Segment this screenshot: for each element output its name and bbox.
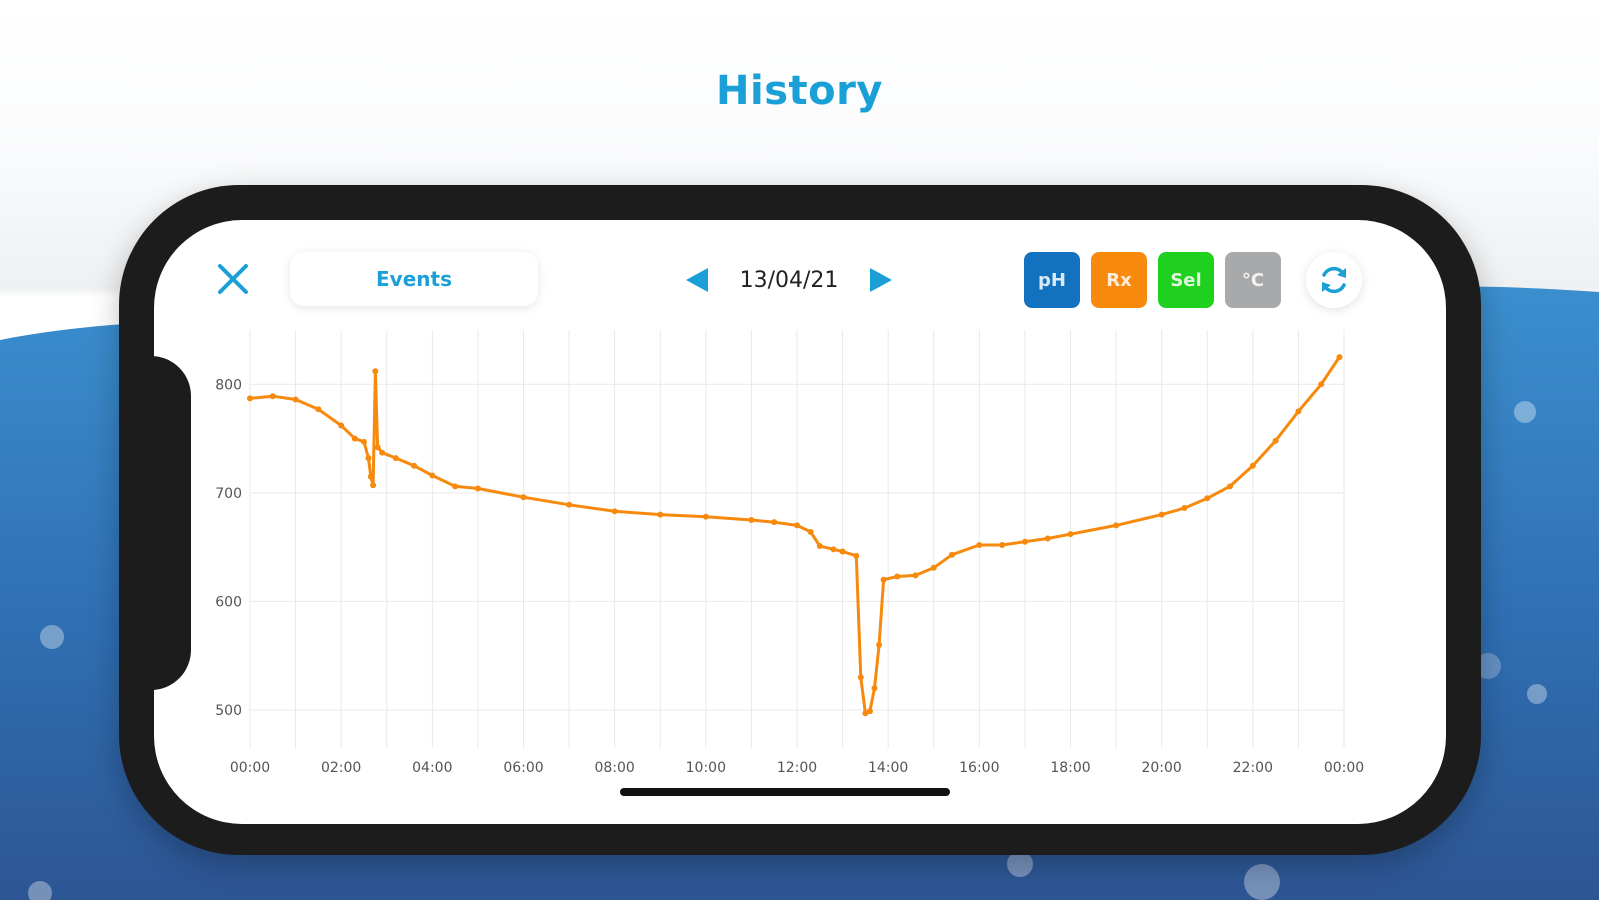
data-point: [269, 393, 276, 400]
x-tick-label: 22:00: [1233, 760, 1273, 776]
data-point: [866, 708, 873, 715]
data-point: [1044, 535, 1051, 542]
data-point: [894, 573, 901, 580]
data-point: [830, 546, 837, 553]
chip-rx[interactable]: Rx: [1091, 252, 1147, 308]
y-tick-label: 600: [215, 594, 242, 610]
data-point: [999, 541, 1006, 548]
data-point: [351, 435, 358, 442]
data-point: [771, 519, 778, 526]
x-tick-label: 08:00: [594, 760, 634, 776]
data-point: [338, 422, 345, 429]
data-point: [702, 513, 709, 520]
data-point: [520, 494, 527, 501]
home-indicator: [620, 788, 950, 796]
data-point: [360, 438, 367, 445]
refresh-icon: [1322, 266, 1346, 294]
data-point: [1249, 462, 1256, 469]
data-point: [853, 552, 860, 559]
data-point: [392, 455, 399, 462]
arrow-left-icon: [686, 268, 708, 292]
x-tick-label: 16:00: [959, 760, 999, 776]
data-point: [452, 483, 459, 490]
data-point: [748, 517, 755, 523]
data-point: [379, 449, 386, 456]
data-point: [976, 541, 983, 548]
series-line: [249, 356, 1341, 715]
prev-day-button[interactable]: [684, 266, 710, 294]
data-point: [411, 462, 418, 469]
phone-screen: Events 13/04/21 pH Rx Sel °C 500 600 700 80…: [154, 220, 1446, 824]
data-point: [807, 528, 814, 535]
data-point: [657, 511, 664, 518]
y-tick-label: 500: [215, 703, 242, 719]
chip-temperature[interactable]: °C: [1225, 252, 1281, 308]
current-date: 13/04/21: [739, 267, 839, 293]
date-navigator: 13/04/21: [684, 256, 894, 304]
data-point: [912, 572, 919, 579]
y-tick-label: 800: [215, 377, 242, 393]
data-point: [367, 473, 374, 480]
close-button[interactable]: [216, 262, 250, 296]
data-point: [880, 576, 887, 583]
data-point: [1227, 483, 1234, 490]
data-point: [862, 710, 869, 717]
x-tick-label: 18:00: [1050, 760, 1090, 776]
data-point: [611, 508, 618, 515]
x-tick-label: 12:00: [777, 760, 817, 776]
arrow-right-icon: [870, 268, 892, 292]
refresh-button[interactable]: [1306, 252, 1362, 308]
data-point: [1204, 495, 1211, 502]
x-tick-label: 04:00: [412, 760, 452, 776]
data-point: [429, 472, 436, 479]
data-point: [1067, 531, 1074, 538]
x-tick-label: 02:00: [321, 760, 361, 776]
x-tick-label: 14:00: [868, 760, 908, 776]
phone-notch: [149, 356, 191, 690]
data-point: [1181, 505, 1188, 512]
x-tick-label: 06:00: [503, 760, 543, 776]
y-tick-label: 700: [215, 486, 242, 502]
data-point: [948, 551, 955, 558]
chip-ph[interactable]: pH: [1024, 252, 1080, 308]
events-button[interactable]: Events: [290, 252, 538, 306]
data-point: [370, 482, 377, 489]
close-icon: [218, 264, 248, 294]
x-tick-label: 10:00: [686, 760, 726, 776]
x-tick-label: 20:00: [1141, 760, 1181, 776]
data-point: [1272, 437, 1279, 444]
data-point: [816, 543, 823, 550]
data-point: [372, 368, 379, 375]
data-point: [930, 564, 937, 571]
data-point: [1336, 354, 1343, 361]
next-day-button[interactable]: [868, 266, 894, 294]
data-point: [839, 548, 846, 555]
data-point: [315, 406, 322, 413]
x-tick-label: 00:00: [1324, 760, 1364, 776]
data-point: [292, 396, 299, 403]
data-point: [1295, 408, 1302, 415]
data-point: [374, 444, 381, 451]
x-tick-label: 00:00: [230, 760, 270, 776]
data-point: [1113, 522, 1120, 529]
data-point: [1021, 538, 1028, 545]
data-point: [566, 501, 573, 508]
data-point: [365, 455, 372, 462]
data-point: [1158, 511, 1165, 518]
data-point: [794, 522, 800, 529]
chip-sel[interactable]: Sel: [1158, 252, 1214, 308]
page-title: History: [716, 68, 883, 114]
data-point: [474, 485, 481, 492]
data-point: [247, 395, 253, 402]
orp-history-chart: 500 600 700 800 00:00 02:00 04:00 06:00 08:00 10:…: [215, 330, 1364, 776]
data-point: [876, 641, 883, 648]
data-point: [871, 685, 878, 692]
data-point: [1318, 381, 1325, 388]
data-point: [857, 674, 864, 681]
